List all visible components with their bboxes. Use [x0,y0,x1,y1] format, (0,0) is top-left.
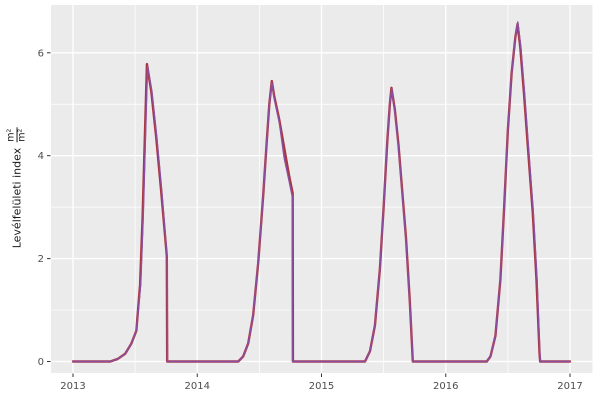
y-axis-title-text: Levélfelületi index [10,147,24,249]
y-tick-label: 4 [38,151,44,162]
lai-model-purple-line [72,21,571,363]
unit-fraction-denominator: m² [16,128,28,142]
y-tick-label: 2 [38,254,44,265]
y-tick-label: 0 [38,357,44,368]
x-tick-label: 2016 [433,381,458,392]
y-tick-label: 6 [38,48,44,59]
y-axis-unit-fraction: m² m² [6,127,28,143]
x-tick-label: 2015 [309,381,334,392]
x-tick-label: 2014 [185,381,210,392]
y-axis-title: Levélfelületi index m² m² [6,127,28,249]
x-tick-label: 2013 [60,381,85,392]
x-tick-label: 2017 [557,381,582,392]
